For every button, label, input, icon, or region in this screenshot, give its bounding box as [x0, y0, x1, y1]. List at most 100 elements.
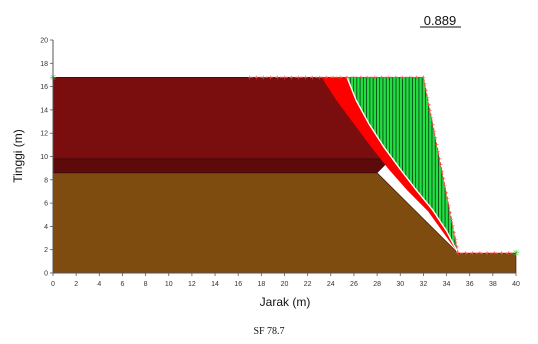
profile-marker: + — [289, 74, 294, 81]
profile-marker: + — [436, 149, 441, 156]
profile-marker: + — [379, 74, 384, 81]
y-tick-label: 12 — [40, 131, 48, 138]
x-tick-label: 2 — [74, 281, 78, 288]
profile-marker: + — [441, 176, 446, 183]
y-tick-label: 2 — [44, 247, 48, 254]
profile-marker: + — [434, 142, 439, 149]
profile-marker: + — [254, 74, 259, 81]
profile-marker: + — [386, 74, 391, 81]
profile-marker: + — [433, 135, 438, 142]
y-tick-label: 14 — [40, 107, 48, 114]
x-tick-label: 10 — [165, 281, 173, 288]
profile-marker: + — [247, 74, 252, 81]
profile-marker: + — [432, 128, 437, 135]
profile-marker: + — [463, 250, 468, 257]
profile-marker: + — [351, 74, 356, 81]
profile-marker: + — [310, 74, 315, 81]
profile-marker: + — [358, 74, 363, 81]
x-tick-label: 28 — [373, 281, 381, 288]
profile-marker: + — [470, 250, 475, 257]
profile-marker: + — [437, 155, 442, 162]
profile-marker: + — [425, 95, 430, 102]
profile-marker: + — [296, 74, 301, 81]
profile-marker: + — [428, 108, 433, 115]
ground-profile-line — [249, 76, 516, 254]
profile-marker: + — [449, 216, 454, 223]
profile-marker: + — [421, 74, 426, 81]
profile-marker: + — [454, 243, 459, 250]
profile-marker: + — [477, 250, 482, 257]
profile-marker: + — [506, 250, 511, 257]
y-tick-label: 8 — [44, 177, 48, 184]
profile-marker: + — [338, 74, 343, 81]
profile-marker: + — [275, 74, 280, 81]
x-tick-label: 0 — [51, 281, 55, 288]
profile-marker: + — [492, 250, 497, 257]
profile-marker: + — [372, 74, 377, 81]
x-tick-label: 12 — [188, 281, 196, 288]
profile-marker: + — [499, 250, 504, 257]
profile-marker: + — [485, 250, 490, 257]
profile-marker: + — [407, 74, 412, 81]
profile-marker: + — [365, 74, 370, 81]
x-tick-labels: 0 2 4 6 8 10 12 14 16 18 20 22 24 26 28 30 32 34 36 38 40 — [51, 281, 520, 288]
x-tick-label: 20 — [281, 281, 289, 288]
y-tick-label: 20 — [40, 38, 48, 45]
x-tick-label: 36 — [466, 281, 474, 288]
x-tick-label: 38 — [489, 281, 497, 288]
profile-marker: + — [453, 237, 458, 244]
y-tick-label: 16 — [40, 84, 48, 91]
profile-marker: + — [422, 81, 427, 88]
profile-marker: + — [452, 230, 457, 237]
profile-marker: + — [438, 162, 443, 169]
profile-marker: + — [456, 250, 461, 257]
ground-profile: + + + + + + + + + + + + + + + + + + + + + + + + + +++++++++++++++… — [49, 73, 520, 259]
x-tick-label: 14 — [211, 281, 219, 288]
x-tick-label: 4 — [97, 281, 101, 288]
profile-marker: + — [445, 196, 450, 203]
y-tick-label: 10 — [40, 154, 48, 161]
x-tick-label: 18 — [257, 281, 265, 288]
x-tick-label: 6 — [120, 281, 124, 288]
factor-of-safety-label: 0.889 — [424, 13, 457, 28]
profile-marker: + — [400, 74, 405, 81]
profile-marker: + — [424, 88, 429, 95]
x-tick-label: 34 — [443, 281, 451, 288]
profile-marker: + — [513, 250, 518, 257]
x-tick-label: 30 — [396, 281, 404, 288]
profile-marker: + — [442, 183, 447, 190]
x-tick-label: 8 — [144, 281, 148, 288]
profile-marker: + — [446, 203, 451, 210]
x-tick-label: 22 — [304, 281, 312, 288]
profile-marker: + — [456, 250, 461, 257]
profile-marker: + — [268, 74, 273, 81]
figure-caption: SF 78.7 — [253, 326, 285, 337]
profile-marker: + — [393, 74, 398, 81]
profile-marker: + — [450, 223, 455, 230]
profile-marker: + — [344, 74, 349, 81]
profile-marker: + — [426, 101, 431, 108]
profile-marker: + — [331, 74, 336, 81]
profile-marker: + — [429, 115, 434, 122]
x-tick-label: 40 — [512, 281, 520, 288]
soil-layers — [52, 77, 517, 274]
y-tick-label: 0 — [44, 271, 48, 278]
profile-marker: + — [317, 74, 322, 81]
x-tick-label: 24 — [327, 281, 335, 288]
profile-marker: + — [414, 74, 419, 81]
x-tick-label: 26 — [350, 281, 358, 288]
y-tick-label: 4 — [44, 224, 48, 231]
profile-marker: + — [421, 74, 426, 81]
failure-wedge-zone — [321, 77, 459, 254]
end-marker: ✳ — [512, 249, 520, 259]
x-axis-title: Jarak (m) — [260, 295, 311, 309]
y-axis-title: Tinggi (m) — [11, 129, 25, 183]
failure-wedge — [321, 77, 459, 254]
slice-region — [347, 77, 459, 254]
profile-marker: + — [448, 210, 453, 217]
profile-marker: + — [440, 169, 445, 176]
y-tick-label: 6 — [44, 201, 48, 208]
profile-marker: + — [324, 74, 329, 81]
y-tick-label: 18 — [40, 61, 48, 68]
